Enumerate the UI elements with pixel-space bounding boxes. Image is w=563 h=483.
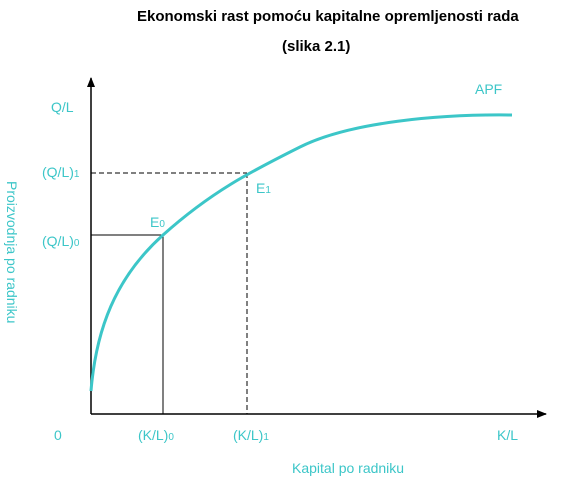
x-tick-label-1: (K/L)1 [233, 427, 269, 443]
point-e0-sub: 0 [159, 219, 165, 230]
origin-label: 0 [54, 427, 62, 443]
diagram-title: Ekonomski rast pomoću kapitalne opremlje… [137, 8, 519, 25]
point-e1-sub: 1 [265, 185, 271, 196]
y-axis-title: Proizvodnja po radniku [4, 181, 20, 323]
apf-label: APF [475, 81, 502, 97]
point-e0-label: E0 [150, 214, 165, 230]
y-tick-0-base: (Q/L) [42, 233, 74, 249]
apf-curve [89, 113, 513, 392]
y-tick-0-sub: 0 [74, 238, 80, 249]
x-tick-0-sub: 0 [168, 432, 174, 443]
x-end-label: K/L [497, 427, 518, 443]
x-axis-title: Kapital po radniku [292, 460, 404, 476]
x-tick-label-0: (K/L)0 [138, 427, 174, 443]
point-e0-name: E [150, 214, 159, 230]
y-tick-label-1: (Q/L)1 [42, 164, 80, 180]
y-end-label: Q/L [51, 99, 74, 115]
y-tick-label-0: (Q/L)0 [42, 233, 80, 249]
x-tick-1-base: (K/L) [233, 427, 263, 443]
diagram-subtitle: (slika 2.1) [282, 38, 350, 55]
x-tick-0-base: (K/L) [138, 427, 168, 443]
point-e1-name: E [256, 180, 265, 196]
point-e1-label: E1 [256, 180, 271, 196]
x-tick-1-sub: 1 [263, 432, 269, 443]
y-tick-1-base: (Q/L) [42, 164, 74, 180]
y-tick-1-sub: 1 [74, 169, 80, 180]
